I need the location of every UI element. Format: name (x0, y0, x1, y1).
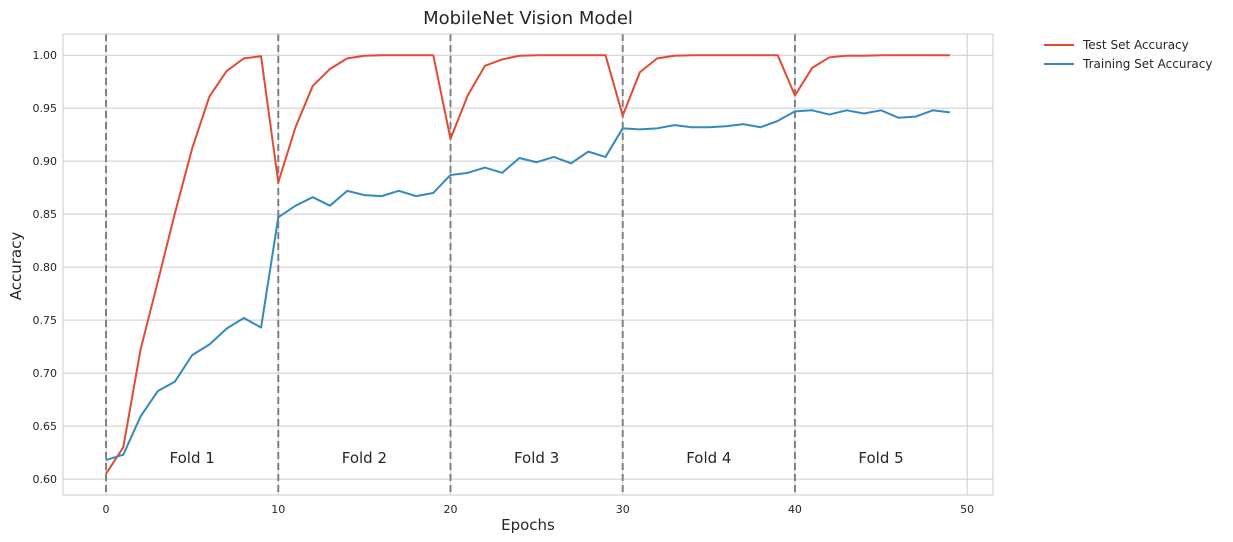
x-axis-label: Epochs (501, 516, 555, 534)
legend: Test Set Accuracy Training Set Accuracy (1044, 38, 1212, 71)
y-tick-label: 0.70 (33, 367, 58, 380)
y-tick-label: 0.75 (33, 314, 58, 327)
series-line-training (105, 109, 951, 461)
chart-title: MobileNet Vision Model (423, 8, 633, 29)
y-axis-label: Accuracy (7, 232, 25, 301)
y-tick-label: 1.00 (33, 49, 58, 62)
series-lines (105, 54, 951, 475)
x-tick-label: 0 (103, 503, 110, 516)
fold-label: Fold 1 (170, 449, 215, 467)
fold-labels: Fold 1 Fold 2 Fold 3 Fold 4 Fold 5 (170, 449, 904, 467)
x-tick-label: 50 (960, 503, 974, 516)
fold-label: Fold 5 (858, 449, 903, 467)
y-tick-label: 0.90 (33, 155, 58, 168)
x-tick-label: 40 (788, 503, 802, 516)
fold-label: Fold 3 (514, 449, 559, 467)
y-tick-label: 0.80 (33, 261, 58, 274)
x-tick-label: 10 (271, 503, 285, 516)
y-tick-label: 0.95 (33, 102, 58, 115)
y-tick-label: 0.60 (33, 473, 58, 486)
x-tick-label: 20 (444, 503, 458, 516)
fold-label: Fold 4 (686, 449, 731, 467)
y-tick-labels: 0.60 0.65 0.70 0.75 0.80 0.85 0.90 0.95 1.00 (33, 49, 58, 486)
grid (63, 34, 993, 495)
y-tick-label: 0.85 (33, 208, 58, 221)
series-line-test (105, 54, 950, 475)
plot-frame (62, 33, 994, 496)
legend-label: Training Set Accuracy (1082, 57, 1212, 71)
x-tick-label: 30 (616, 503, 630, 516)
legend-label: Test Set Accuracy (1082, 38, 1189, 52)
x-tick-labels: 0 10 20 30 40 50 (103, 503, 975, 516)
y-tick-label: 0.65 (33, 420, 58, 433)
fold-label: Fold 2 (342, 449, 387, 467)
